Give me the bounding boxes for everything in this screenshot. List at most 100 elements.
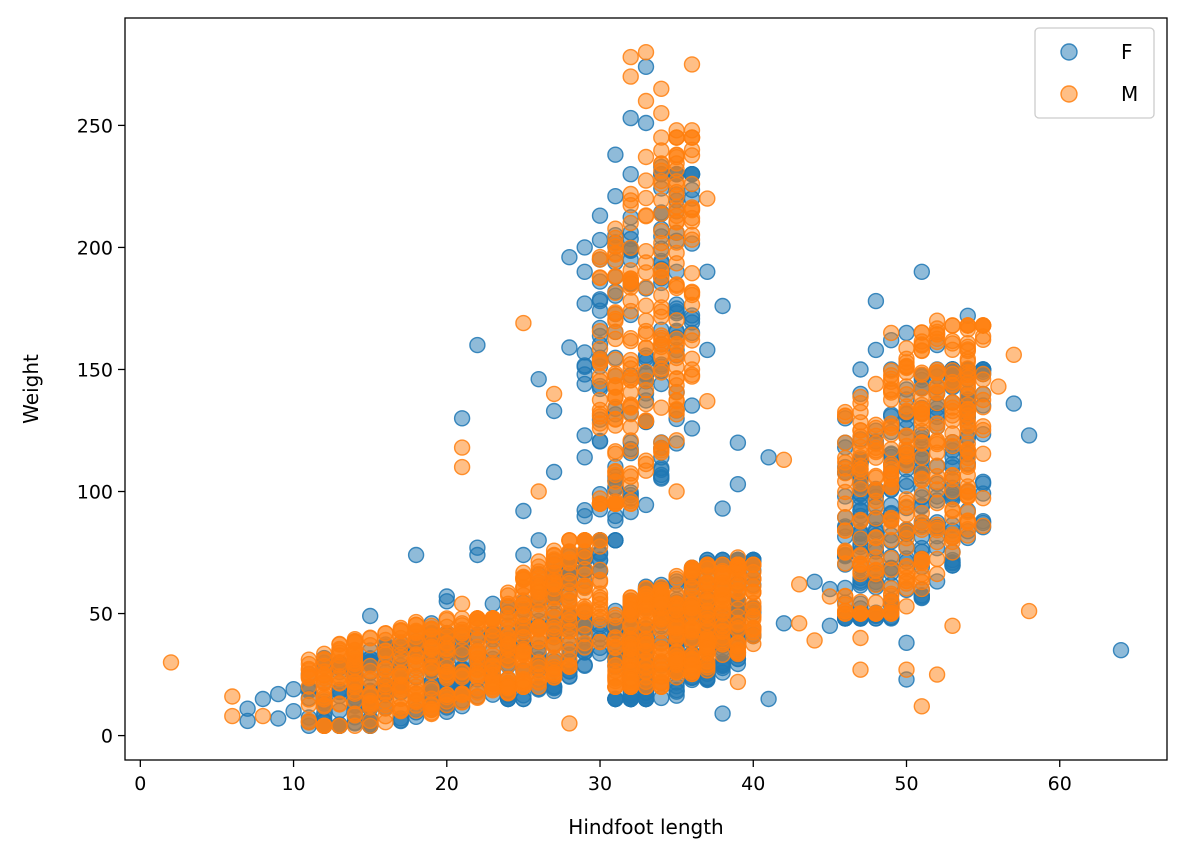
scatter-point-m (898, 340, 915, 357)
scatter-point-m (392, 646, 409, 663)
scatter-point-m (591, 591, 609, 609)
scatter-point-m (653, 162, 670, 179)
scatter-point-m (653, 129, 670, 146)
scatter-point-m (699, 393, 716, 410)
scatter-point-m (699, 190, 716, 207)
scatter-point-m (607, 445, 624, 462)
scatter-point-m (530, 584, 547, 601)
scatter-point-m (637, 92, 655, 110)
scatter-point-m (837, 603, 854, 620)
scatter-point-m (959, 514, 976, 531)
scatter-point-m (990, 378, 1007, 395)
scatter-point-m (515, 643, 532, 660)
scatter-point-f (239, 700, 256, 717)
scatter-point-m (622, 369, 639, 386)
scatter-point-f (254, 690, 272, 708)
scatter-point-m (438, 651, 455, 669)
scatter-point-f (576, 502, 593, 519)
scatter-point-m (377, 684, 394, 702)
scatter-point-m (607, 267, 624, 285)
scatter-point-f (622, 165, 639, 183)
scatter-point-m (944, 526, 961, 543)
scatter-point-m (898, 521, 915, 538)
scatter-point-f (729, 476, 747, 493)
scatter-point-m (883, 605, 900, 622)
scatter-point-m (944, 317, 961, 334)
scatter-point-f (576, 449, 593, 466)
scatter-point-m (561, 658, 578, 675)
scatter-point-m (852, 605, 869, 622)
scatter-point-m (331, 717, 348, 734)
scatter-point-f (607, 512, 624, 529)
scatter-point-m (561, 572, 578, 589)
scatter-point-m (928, 363, 946, 381)
scatter-point-m (837, 460, 854, 477)
scatter-point-m (530, 603, 547, 621)
scatter-point-m (637, 172, 655, 189)
scatter-point-m (791, 576, 808, 593)
scatter-point-m (898, 441, 915, 459)
scatter-point-f (576, 295, 593, 312)
scatter-point-m (944, 544, 961, 561)
scatter-point-m (668, 669, 685, 686)
scatter-point-m (362, 670, 379, 687)
scatter-point-m (438, 625, 455, 642)
scatter-point-m (668, 122, 685, 139)
scatter-point-m (959, 350, 976, 368)
y-tick-label: 0 (101, 726, 113, 748)
scatter-point-m (607, 462, 624, 480)
scatter-point-m (346, 707, 364, 724)
scatter-point-m (545, 636, 563, 653)
scatter-point-m (653, 610, 670, 627)
scatter-point-m (346, 641, 364, 659)
scatter-point-m (637, 580, 655, 597)
scatter-point-m (683, 175, 701, 193)
scatter-point-m (653, 192, 670, 209)
scatter-point-m (699, 638, 716, 656)
scatter-point-m (607, 606, 624, 624)
scatter-point-f (591, 207, 609, 224)
scatter-point-m (683, 630, 701, 647)
scatter-point-m (576, 549, 593, 566)
scatter-point-f (653, 459, 670, 477)
scatter-point-m (714, 623, 731, 641)
scatter-point-m (377, 671, 394, 688)
scatter-point-m (928, 418, 946, 435)
scatter-point-m (561, 613, 578, 630)
scatter-point-m (637, 322, 655, 340)
scatter-point-m (974, 517, 992, 534)
points-layer (162, 44, 1130, 734)
x-axis: 0 10 20 30 40 50 60 (134, 760, 1072, 795)
scatter-point-m (745, 564, 762, 581)
scatter-point-m (637, 279, 655, 296)
scatter-point-m (637, 242, 655, 260)
scatter-point-m (377, 631, 394, 649)
scatter-point-f (484, 595, 501, 612)
scatter-point-m (852, 475, 869, 492)
scatter-point-m (883, 531, 900, 549)
scatter-point-m (668, 599, 685, 616)
scatter-point-m (959, 378, 976, 395)
scatter-point-m (898, 491, 915, 508)
scatter-point-m (530, 678, 547, 695)
scatter-point-m (974, 418, 992, 435)
scatter-point-m (668, 146, 685, 163)
scatter-point-m (928, 666, 946, 683)
scatter-point-m (622, 239, 639, 257)
scatter-point-m (224, 707, 241, 725)
scatter-point-m (316, 645, 333, 662)
scatter-point-f (974, 473, 992, 490)
scatter-point-m (898, 358, 915, 375)
scatter-point-m (928, 533, 946, 551)
scatter-point-m (699, 575, 716, 592)
scatter-point-m (607, 388, 624, 406)
scatter-point-m (928, 494, 946, 512)
scatter-point-f (867, 341, 885, 359)
scatter-point-m (683, 296, 701, 314)
plot-frame (124, 17, 1168, 761)
scatter-point-m (729, 577, 747, 594)
scatter-point-m (668, 176, 685, 194)
scatter-point-m (883, 511, 900, 528)
scatter-point-m (162, 654, 180, 671)
